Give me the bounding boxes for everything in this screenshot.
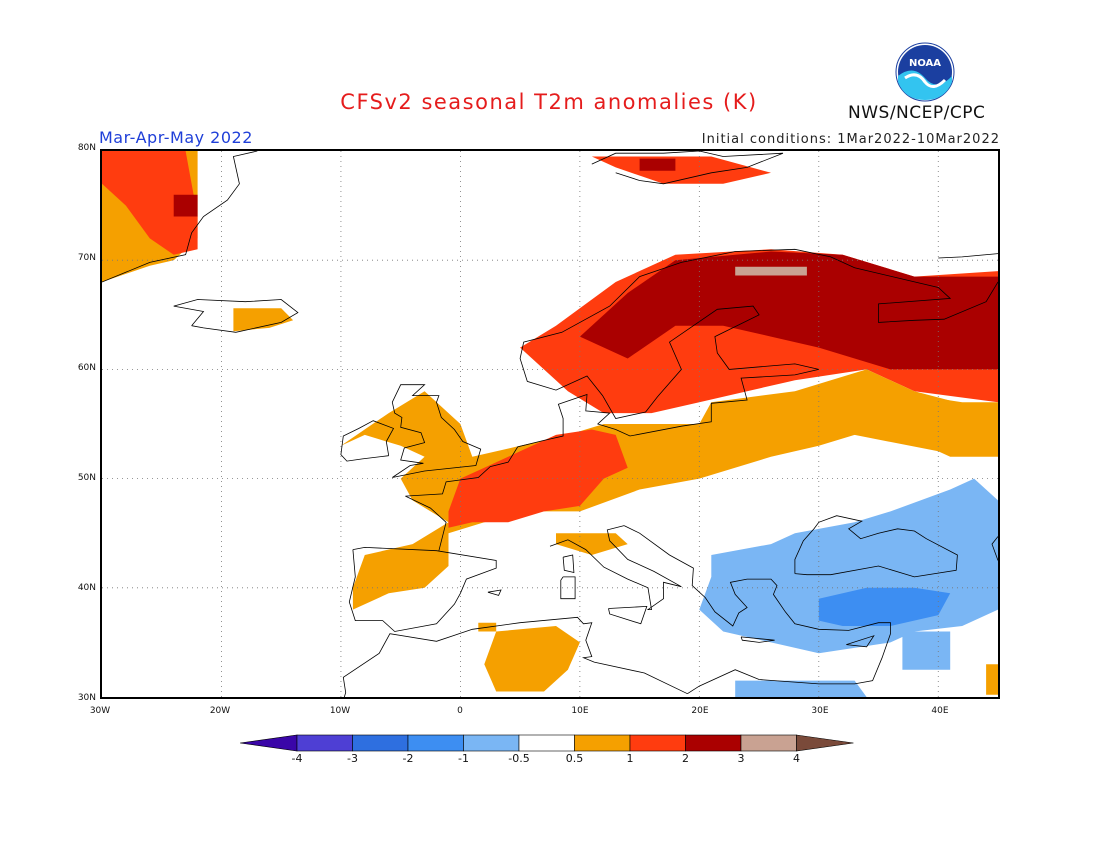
anomaly-region <box>484 626 580 692</box>
colorbar-tick-label: 1 <box>626 752 634 765</box>
map-panel <box>100 149 1000 699</box>
coastline <box>591 151 784 185</box>
map-grid <box>102 151 998 697</box>
coastline <box>173 299 299 333</box>
anomaly-region <box>579 251 998 370</box>
colorbar-tick-label: -4 <box>291 752 303 765</box>
colorbar-segment <box>740 734 797 752</box>
coastline <box>487 589 502 596</box>
colorbar-tick-label: -1 <box>458 752 469 765</box>
colorbar-segment <box>407 734 464 752</box>
colorbar-tick-label: -2 <box>402 752 414 765</box>
longitude-label: 40E <box>931 706 949 716</box>
colorbar-segment <box>463 734 520 752</box>
anomaly-region <box>591 156 771 184</box>
anomaly-region <box>818 587 951 626</box>
noaa-logo-icon: NOAA <box>895 42 955 102</box>
anomaly-region <box>173 194 198 217</box>
coastlines <box>102 151 998 697</box>
colorbar-tick-label: 2 <box>682 752 689 765</box>
anomaly-region <box>639 158 676 171</box>
anomaly-region <box>735 680 867 697</box>
coastline <box>608 605 648 625</box>
anomaly-region <box>102 151 198 255</box>
latitude-label: 80N <box>77 143 96 153</box>
anomaly-cells <box>102 151 998 697</box>
longitude-label: 10E <box>571 706 589 716</box>
coastline <box>549 525 682 611</box>
colorbar-segment <box>574 734 631 752</box>
coastline <box>562 554 575 574</box>
latitude-label: 60N <box>77 363 96 373</box>
logo-text: NOAA <box>909 58 941 69</box>
agency-label: NWS/NCEP/CPC <box>848 103 986 123</box>
coastline <box>991 536 998 561</box>
season-label: Mar-Apr-May 2022 <box>99 128 253 147</box>
anomaly-region <box>448 429 628 528</box>
latitude-label: 50N <box>77 473 96 483</box>
coastline <box>405 248 998 551</box>
anomaly-region <box>902 631 951 670</box>
anomaly-region <box>233 308 294 332</box>
colorbar-tick-label: 0.5 <box>565 752 584 765</box>
coastline <box>340 420 395 462</box>
colorbar-tick-label: -3 <box>347 752 358 765</box>
longitude-label: 0 <box>457 706 463 716</box>
latitude-label: 30N <box>77 693 96 703</box>
coastline <box>846 635 875 648</box>
anomaly-region <box>340 369 998 610</box>
colorbar <box>240 734 854 752</box>
colorbar-segment <box>296 734 353 752</box>
colorbar-segment <box>796 734 854 752</box>
anomaly-map <box>102 151 998 697</box>
anomaly-region <box>735 266 807 276</box>
longitude-label: 30W <box>89 706 111 716</box>
coastline <box>342 616 688 697</box>
coastline <box>938 253 998 259</box>
coastline <box>391 384 482 478</box>
anomaly-region <box>818 391 998 457</box>
initial-conditions-label: Initial conditions: 1Mar2022-10Mar2022 <box>701 132 1000 147</box>
anomaly-region <box>699 478 998 654</box>
anomaly-region <box>556 533 628 555</box>
coastline <box>794 515 958 578</box>
colorbar-segment <box>352 734 409 752</box>
colorbar-segment <box>629 734 686 752</box>
latitude-label: 70N <box>77 253 96 263</box>
coastline <box>740 636 775 643</box>
chart-title: CFSv2 seasonal T2m anomalies (K) <box>340 90 758 114</box>
colorbar-tick-label: 4 <box>793 752 800 765</box>
colorbar-segment <box>685 734 742 752</box>
colorbar-segment <box>518 734 575 752</box>
longitude-label: 30E <box>811 706 829 716</box>
colorbar-segment <box>240 734 298 752</box>
coastline <box>623 525 891 695</box>
longitude-label: 10W <box>329 706 351 716</box>
coastline <box>560 576 576 600</box>
anomaly-region <box>986 664 998 695</box>
colorbar-tick-label: 3 <box>737 752 745 765</box>
colorbar-tick-label: -0.5 <box>508 752 530 765</box>
coastline <box>348 546 497 632</box>
longitude-label: 20W <box>209 706 231 716</box>
longitude-label: 20E <box>691 706 709 716</box>
latitude-label: 40N <box>77 583 96 593</box>
coastline <box>102 151 258 283</box>
